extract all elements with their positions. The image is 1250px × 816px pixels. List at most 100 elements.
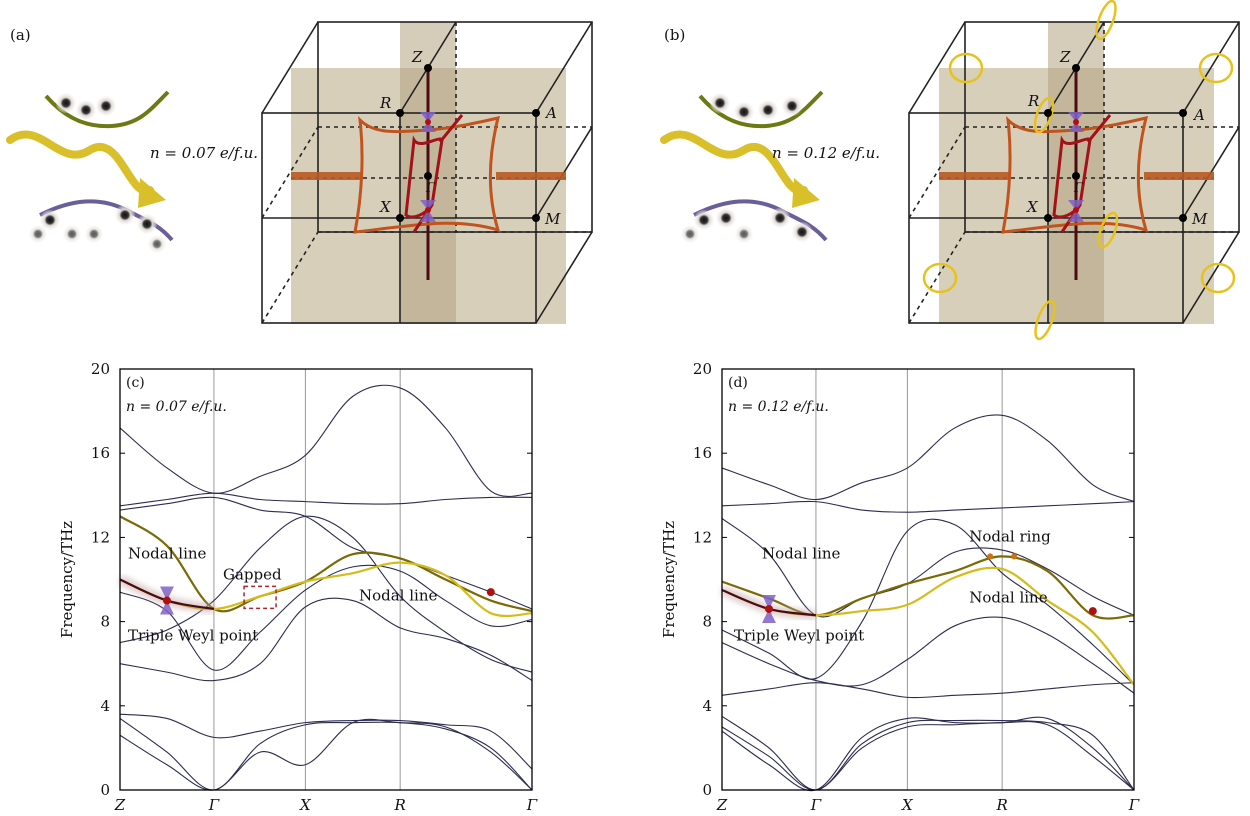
label-nodal-line: Nodal line [762, 544, 841, 562]
nodal-line-bar-right [1144, 172, 1214, 180]
point-X [396, 214, 404, 222]
y-tick-label: 16 [91, 444, 110, 462]
phonon-band [721, 500, 1135, 513]
point-Gamma [1072, 172, 1080, 180]
nodal-line-point [486, 588, 495, 597]
electron-blob [792, 222, 812, 242]
wavy-arrow [6, 130, 154, 195]
gapped-box [243, 585, 277, 610]
panel-label-b: (b) [664, 26, 685, 44]
plot-frame [721, 368, 1135, 791]
phonon-band [721, 682, 1135, 699]
nodal-ring [1200, 262, 1236, 294]
x-tick-label: R [996, 796, 1008, 814]
x-tick-label: Γ [208, 796, 220, 814]
nodal-ring [1034, 299, 1056, 341]
nodal-line-red-branch [438, 114, 464, 143]
x-tick-label: Γ [810, 796, 822, 814]
doping-annotation: n = 0.07 e/f.u. [126, 399, 227, 415]
label-X: X [379, 198, 392, 216]
band-cartoon-b: n = 0.12 e/f.u. [660, 90, 880, 243]
nodal-ring [922, 262, 958, 294]
electron-blob [63, 225, 81, 243]
y-tick-label: 4 [100, 697, 110, 715]
nodal-line-bar-left [939, 172, 1009, 180]
phonon-band [119, 564, 533, 671]
electron-blob [85, 225, 103, 243]
electron-blob [137, 214, 157, 234]
phonon-band [119, 713, 533, 770]
electron-blob [694, 210, 714, 230]
electron-blob [29, 225, 47, 243]
nodal-ring [948, 52, 984, 84]
x-tick-label: Z [114, 796, 126, 814]
panel-label: (d) [728, 375, 748, 391]
electron-blob [148, 235, 166, 253]
phonon-band [119, 384, 533, 497]
point-R [396, 109, 404, 117]
nodal-ring [1095, 0, 1117, 41]
weyl-cone-lower [1068, 200, 1084, 222]
band-chart-d: 0 4 8 12 16 20 Z Γ X R Γ Frequency/THz (d) n = 0.12 e… [660, 360, 1140, 814]
label-nodal-ring: Nodal ring [969, 528, 1051, 546]
phonon-band [119, 717, 533, 791]
triple-weyl-point [162, 596, 171, 605]
band-chart-c: 0 4 8 12 16 20 Z Γ X R Γ Frequency/THz (c) n = 0.07 e… [58, 360, 538, 814]
nodal-ring [1198, 52, 1234, 84]
triple-weyl-point [764, 604, 773, 613]
phonon-band [119, 496, 533, 610]
label-nodal-line-red: Nodal line [969, 589, 1048, 607]
label-triple-weyl-point: Triple Weyl point [128, 627, 258, 645]
panel-b: (b) n = 0.12 e/f.u. [660, 0, 1240, 341]
nodal-ring-point [1011, 553, 1018, 560]
phonon-band [721, 518, 1135, 686]
label-M: M [1191, 210, 1208, 228]
nodal-line-bar-left [291, 172, 361, 180]
label-Z: Z [411, 48, 423, 66]
y-tick-label: 16 [693, 444, 712, 462]
panel-label-a: (a) [10, 26, 31, 44]
electron-blob [76, 100, 96, 120]
wavy-arrow [660, 130, 808, 195]
electron-blob [716, 208, 736, 228]
nodal-ring [1097, 211, 1119, 249]
triple-weyl-cone-upper [761, 594, 776, 609]
weyl-cone-upper [420, 112, 436, 132]
point-R [1044, 109, 1052, 117]
y-tick-label: 20 [693, 360, 712, 378]
nodal-line-band-dark [119, 515, 533, 613]
y-axis-label: Frequency/THz [58, 521, 76, 638]
label-Gamma: Γ [425, 181, 436, 196]
y-tick-label: 20 [91, 360, 110, 378]
label-X: X [1026, 198, 1039, 216]
doping-label-b: n = 0.12 e/f.u. [772, 144, 880, 162]
point-A [532, 109, 540, 117]
x-tick-label: Z [716, 796, 728, 814]
label-Z: Z [1059, 48, 1071, 66]
phonon-band [721, 616, 1135, 694]
triple-weyl-cone-lower [761, 608, 776, 623]
panel-label: (c) [126, 375, 145, 391]
point-Gamma [424, 172, 432, 180]
plot-frame [119, 368, 533, 791]
label-Gamma: Γ [1073, 181, 1084, 196]
point-A [1179, 109, 1187, 117]
electron-blob [96, 96, 116, 116]
label-M: M [544, 210, 561, 228]
point-Z [424, 64, 432, 72]
label-gapped: Gapped [223, 566, 282, 584]
y-tick-label: 12 [91, 528, 110, 546]
doping-annotation: n = 0.12 e/f.u. [728, 399, 829, 415]
y-tick-label: 8 [702, 613, 712, 631]
label-nodal-line-red: Nodal line [359, 587, 438, 605]
arrow-head [138, 178, 166, 208]
nodal-ring-point [987, 553, 994, 560]
label-A: A [544, 104, 557, 122]
phonon-band [721, 414, 1135, 503]
y-axis-label: Frequency/THz [660, 521, 678, 638]
point-Z [1072, 64, 1080, 72]
triple-weyl-cone-lower [159, 600, 174, 615]
phonon-band [721, 715, 1135, 791]
label-nodal-line: Nodal line [128, 544, 207, 562]
